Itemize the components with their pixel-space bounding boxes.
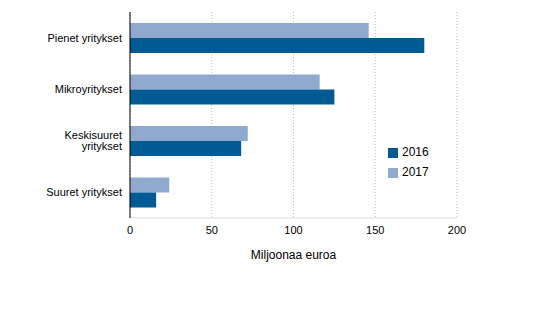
svg-text:Mikroyritykset: Mikroyritykset — [55, 83, 122, 95]
svg-text:50: 50 — [206, 224, 218, 236]
svg-text:Suuret yritykset: Suuret yritykset — [46, 186, 122, 198]
svg-text:200: 200 — [448, 224, 466, 236]
svg-text:150: 150 — [366, 224, 384, 236]
svg-text:0: 0 — [127, 224, 133, 236]
html-text:2016: 2016 — [402, 145, 429, 159]
svg-text:Pienet yritykset: Pienet yritykset — [47, 32, 122, 44]
svg-text:Miljoonaa euroa: Miljoonaa euroa — [251, 248, 337, 262]
svg-text:Keskisuuretyritykset: Keskisuuretyritykset — [65, 129, 122, 152]
html-text:2017: 2017 — [402, 165, 429, 179]
svg-text:100: 100 — [284, 224, 302, 236]
